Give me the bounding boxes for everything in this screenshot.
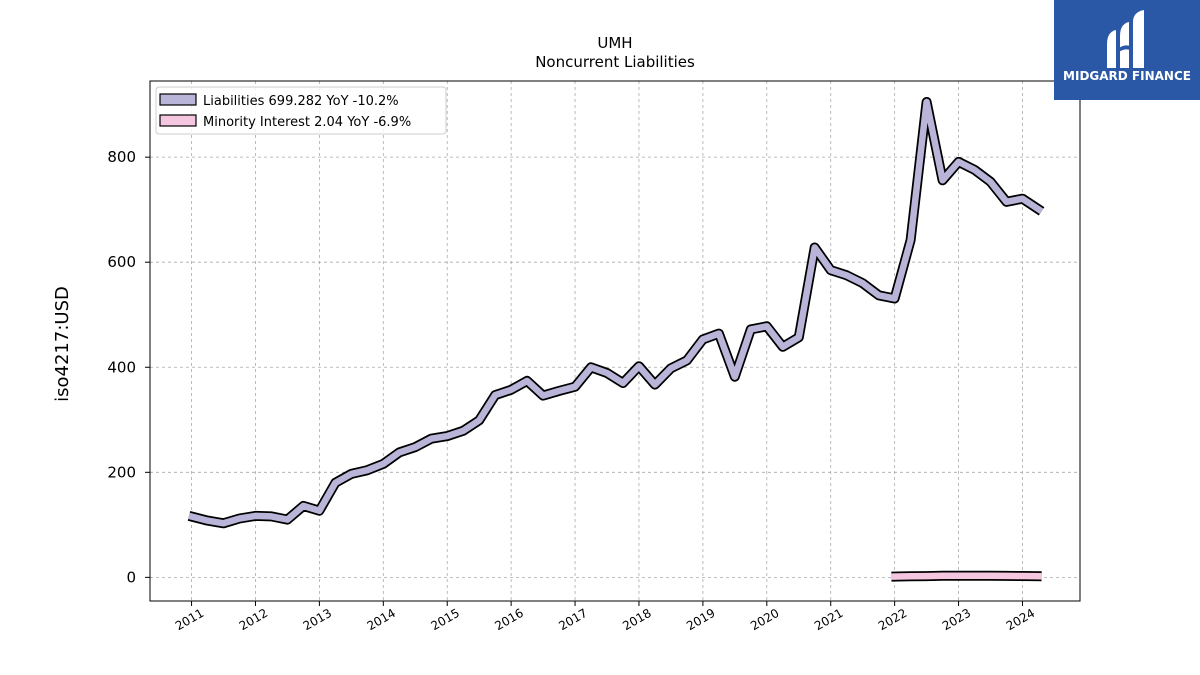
x-tick-label: 2017	[556, 606, 589, 633]
series-layer	[187, 97, 1045, 582]
x-tick-label: 2015	[428, 606, 461, 633]
legend: Liabilities 699.282 YoY -10.2% Minority …	[155, 86, 447, 135]
x-tick-label: 2014	[365, 606, 398, 633]
x-axis: 2011 2012 2013 2014 2015 2016 2017 2018 2019 2020…	[173, 601, 1037, 633]
series-line-outline-liabilities	[187, 97, 1045, 529]
logo-mark-icon	[1107, 10, 1144, 68]
x-tick-label: 2021	[812, 606, 845, 633]
x-tick-label: 2022	[876, 606, 909, 633]
legend-label-liabilities: Liabilities 699.282 YoY -10.2%	[203, 94, 399, 109]
y-tick-label: 400	[107, 358, 136, 376]
series-line-minority-interest	[891, 572, 1042, 580]
legend-swatch-liabilities	[159, 93, 197, 106]
y-tick-label: 0	[126, 568, 136, 586]
x-tick-label: 2018	[620, 606, 653, 633]
y-axis: 0 200 400 600 800	[107, 148, 150, 586]
legend-swatch-minority-interest	[159, 114, 197, 127]
y-axis-label: iso4217:USD	[52, 286, 73, 402]
x-tick-label: 2020	[748, 606, 781, 633]
x-tick-label: 2023	[940, 606, 973, 633]
x-tick-label: 2024	[1004, 606, 1037, 633]
x-tick-label: 2019	[684, 606, 717, 633]
logo-name: MIDGARD FINANCE	[1063, 69, 1191, 83]
y-tick-label: 200	[107, 463, 136, 481]
x-tick-label: 2012	[237, 606, 270, 633]
legend-box	[155, 86, 447, 135]
y-tick-label: 600	[107, 253, 136, 271]
chart-title: UMH	[597, 34, 632, 52]
brand-logo: MIDGARD FINANCE	[1054, 0, 1200, 100]
series-line-liabilities	[188, 98, 1044, 527]
plot-frame	[149, 80, 1081, 602]
y-tick-label: 800	[107, 148, 136, 166]
x-tick-label: 2011	[173, 606, 206, 633]
x-tick-label: 2016	[492, 606, 525, 633]
x-tick-label: 2013	[301, 606, 334, 633]
chart-subtitle: Noncurrent Liabilities	[535, 53, 695, 71]
legend-label-minority-interest: Minority Interest 2.04 YoY -6.9%	[203, 115, 411, 130]
